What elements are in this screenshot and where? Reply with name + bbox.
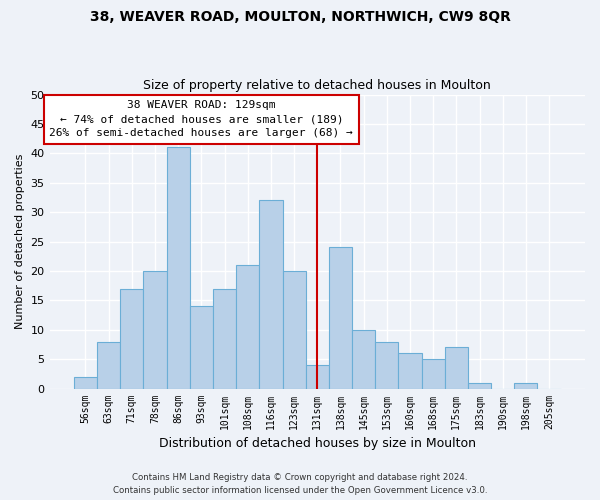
Bar xyxy=(283,271,305,388)
Bar xyxy=(422,359,445,388)
Bar xyxy=(329,248,352,388)
Bar xyxy=(167,148,190,388)
Bar xyxy=(398,354,422,388)
Bar xyxy=(97,342,120,388)
X-axis label: Distribution of detached houses by size in Moulton: Distribution of detached houses by size … xyxy=(159,437,476,450)
Bar xyxy=(74,377,97,388)
Bar xyxy=(213,288,236,388)
Bar xyxy=(120,288,143,388)
Bar xyxy=(468,382,491,388)
Text: 38 WEAVER ROAD: 129sqm
← 74% of detached houses are smaller (189)
26% of semi-de: 38 WEAVER ROAD: 129sqm ← 74% of detached… xyxy=(49,100,353,138)
Bar xyxy=(259,200,283,388)
Y-axis label: Number of detached properties: Number of detached properties xyxy=(15,154,25,329)
Bar xyxy=(305,365,329,388)
Text: Contains HM Land Registry data © Crown copyright and database right 2024.
Contai: Contains HM Land Registry data © Crown c… xyxy=(113,474,487,495)
Title: Size of property relative to detached houses in Moulton: Size of property relative to detached ho… xyxy=(143,79,491,92)
Bar xyxy=(190,306,213,388)
Bar xyxy=(514,382,538,388)
Bar xyxy=(375,342,398,388)
Bar xyxy=(445,348,468,389)
Text: 38, WEAVER ROAD, MOULTON, NORTHWICH, CW9 8QR: 38, WEAVER ROAD, MOULTON, NORTHWICH, CW9… xyxy=(89,10,511,24)
Bar xyxy=(236,265,259,388)
Bar xyxy=(143,271,167,388)
Bar xyxy=(352,330,375,388)
